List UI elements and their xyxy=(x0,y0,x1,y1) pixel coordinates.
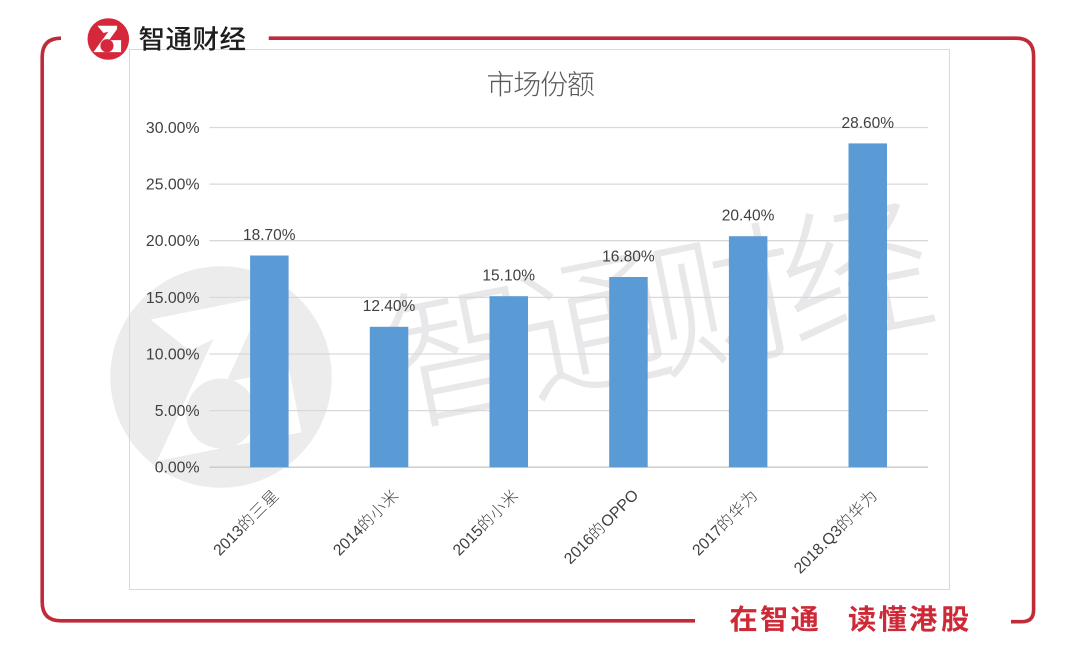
svg-text:15.10%: 15.10% xyxy=(482,268,535,285)
svg-text:25.00%: 25.00% xyxy=(146,177,200,194)
svg-text:20.00%: 20.00% xyxy=(146,233,200,250)
svg-text:10.00%: 10.00% xyxy=(146,347,200,364)
svg-text:0.00%: 0.00% xyxy=(155,460,200,477)
svg-text:20.40%: 20.40% xyxy=(722,208,775,225)
svg-text:30.00%: 30.00% xyxy=(146,120,200,137)
svg-text:16.80%: 16.80% xyxy=(602,248,655,265)
svg-text:28.60%: 28.60% xyxy=(842,115,895,132)
svg-text:15.00%: 15.00% xyxy=(146,290,200,307)
svg-text:5.00%: 5.00% xyxy=(155,403,200,420)
svg-text:12.40%: 12.40% xyxy=(363,298,416,315)
svg-text:18.70%: 18.70% xyxy=(243,227,296,244)
